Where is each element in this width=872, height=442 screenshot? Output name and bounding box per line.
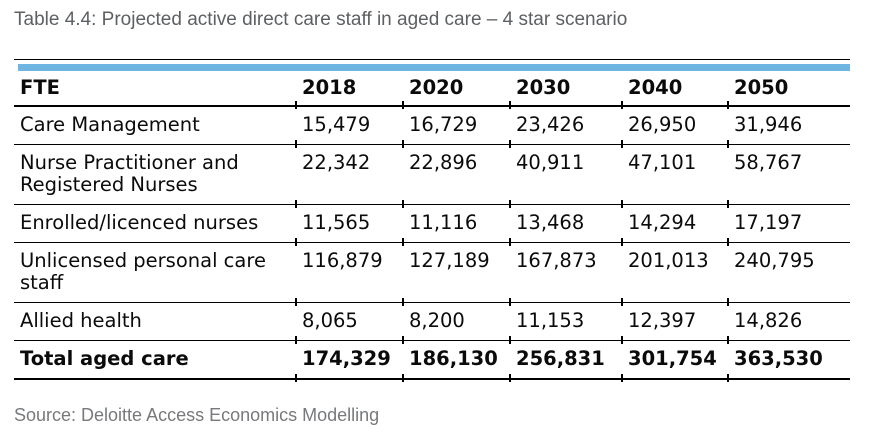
value-cell: 363,530 bbox=[727, 340, 850, 381]
value-cell: 11,565 bbox=[295, 204, 403, 246]
value-cell: 256,831 bbox=[509, 340, 622, 381]
value-cell: 58,767 bbox=[727, 144, 850, 208]
value-cell: 14,826 bbox=[727, 302, 850, 344]
column-header-year-2020: 2020 bbox=[402, 71, 510, 109]
value-cell: 174,329 bbox=[295, 340, 403, 381]
accent-band bbox=[18, 64, 850, 71]
table-row: Nurse Practitioner and Registered Nurses… bbox=[14, 144, 850, 208]
row-label: Total aged care bbox=[14, 340, 296, 380]
value-cell: 12,397 bbox=[621, 302, 728, 344]
value-cell: 301,754 bbox=[621, 340, 728, 381]
table-header-row: FTE 2018 2020 2030 2040 2050 bbox=[14, 71, 850, 109]
value-cell: 17,197 bbox=[727, 204, 850, 246]
value-cell: 31,946 bbox=[727, 106, 850, 147]
column-header-year-2040: 2040 bbox=[621, 71, 728, 109]
column-header-year-2050: 2050 bbox=[727, 71, 850, 109]
value-cell: 47,101 bbox=[621, 144, 728, 208]
source-note: Source: Deloitte Access Economics Modell… bbox=[14, 405, 380, 425]
value-cell: 8,200 bbox=[402, 302, 510, 344]
value-cell: 186,130 bbox=[402, 340, 510, 381]
value-cell: 116,879 bbox=[295, 242, 403, 306]
value-cell: 11,116 bbox=[402, 204, 510, 246]
table-title: Table 4.4: Projected active direct care … bbox=[14, 9, 628, 30]
value-cell: 14,294 bbox=[621, 204, 728, 246]
value-cell: 201,013 bbox=[621, 242, 728, 306]
table-row: Unlicensed personal care staff 116,879 127… bbox=[14, 242, 850, 306]
table-top-rule bbox=[14, 59, 850, 60]
row-label: Unlicensed personal care staff bbox=[14, 242, 296, 303]
table-row: Allied health 8,065 8,200 11,153 12,397 14,82… bbox=[14, 302, 850, 344]
value-cell: 16,729 bbox=[402, 106, 510, 147]
value-cell: 40,911 bbox=[509, 144, 622, 208]
value-cell: 127,189 bbox=[402, 242, 510, 306]
value-cell: 22,342 bbox=[295, 144, 403, 208]
data-table: FTE 2018 2020 2030 2040 2050 Care Management 1… bbox=[14, 59, 850, 381]
row-label: Allied health bbox=[14, 302, 296, 341]
row-label: Enrolled/licenced nurses bbox=[14, 204, 296, 243]
value-cell: 13,468 bbox=[509, 204, 622, 246]
fte-table: FTE 2018 2020 2030 2040 2050 Care Management 1… bbox=[14, 71, 850, 381]
value-cell: 11,153 bbox=[509, 302, 622, 344]
row-label: Nurse Practitioner and Registered Nurses bbox=[14, 144, 296, 205]
value-cell: 167,873 bbox=[509, 242, 622, 306]
table-row: Care Management 15,479 16,729 23,426 26,950 3… bbox=[14, 106, 850, 147]
value-cell: 15,479 bbox=[295, 106, 403, 147]
column-header-year-2030: 2030 bbox=[509, 71, 622, 109]
value-cell: 23,426 bbox=[509, 106, 622, 147]
value-cell: 8,065 bbox=[295, 302, 403, 344]
value-cell: 26,950 bbox=[621, 106, 728, 147]
value-cell: 22,896 bbox=[402, 144, 510, 208]
table-row: Enrolled/licenced nurses 11,565 11,116 13,4… bbox=[14, 204, 850, 246]
column-header-fte: FTE bbox=[14, 71, 296, 107]
table-row: Total aged care 174,329 186,130 256,831 301,… bbox=[14, 340, 850, 381]
value-cell: 240,795 bbox=[727, 242, 850, 306]
column-header-year-2018: 2018 bbox=[295, 71, 403, 109]
row-label: Care Management bbox=[14, 106, 296, 145]
